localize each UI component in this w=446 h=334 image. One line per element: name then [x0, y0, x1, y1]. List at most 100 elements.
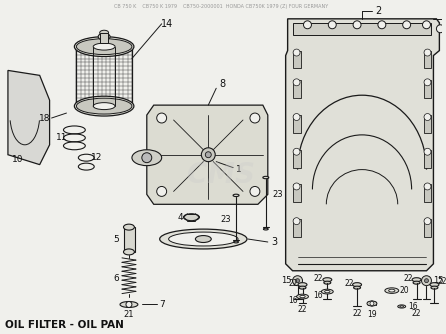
Bar: [293, 184, 301, 202]
Circle shape: [421, 276, 431, 286]
Text: 5: 5: [113, 234, 119, 243]
Circle shape: [424, 148, 431, 155]
Bar: [424, 50, 431, 68]
Ellipse shape: [264, 228, 268, 230]
Ellipse shape: [297, 294, 309, 299]
Circle shape: [250, 113, 260, 123]
Bar: [424, 219, 431, 237]
Circle shape: [293, 49, 300, 56]
Ellipse shape: [322, 289, 333, 294]
Ellipse shape: [120, 302, 138, 308]
Text: 23: 23: [273, 190, 283, 199]
Bar: [424, 184, 431, 202]
Ellipse shape: [169, 232, 238, 246]
Text: 19: 19: [367, 310, 377, 319]
Text: 12: 12: [91, 153, 102, 162]
Ellipse shape: [234, 241, 239, 243]
Circle shape: [293, 79, 300, 86]
Bar: [293, 50, 301, 68]
Polygon shape: [8, 70, 50, 165]
Ellipse shape: [354, 286, 360, 289]
Ellipse shape: [400, 306, 404, 307]
Ellipse shape: [263, 176, 269, 179]
Ellipse shape: [183, 214, 199, 221]
Text: 22: 22: [289, 279, 298, 288]
Text: 16: 16: [288, 296, 297, 305]
Circle shape: [403, 21, 411, 29]
Circle shape: [293, 218, 300, 225]
Circle shape: [424, 183, 431, 190]
Polygon shape: [285, 19, 439, 271]
Ellipse shape: [93, 43, 115, 50]
Bar: [424, 80, 431, 98]
Circle shape: [126, 302, 132, 308]
Ellipse shape: [324, 281, 331, 284]
Ellipse shape: [124, 249, 134, 255]
Circle shape: [328, 21, 336, 29]
Text: 4: 4: [178, 213, 183, 222]
Ellipse shape: [325, 290, 330, 293]
Bar: [293, 23, 431, 35]
Text: 22: 22: [314, 274, 323, 283]
Ellipse shape: [385, 288, 399, 293]
Circle shape: [201, 148, 215, 162]
Text: CB 750 K    CB750 K 1979    CB750-2000001  HONDA CB750K 1979 (Z) FOUR GERMANY: CB 750 K CB750 K 1979 CB750-2000001 HOND…: [114, 4, 328, 9]
Ellipse shape: [353, 283, 362, 287]
Text: 10: 10: [12, 155, 24, 164]
Ellipse shape: [76, 98, 132, 114]
Ellipse shape: [99, 30, 109, 35]
Bar: [424, 150, 431, 168]
Text: 16: 16: [408, 302, 417, 311]
Text: 22: 22: [404, 274, 413, 283]
Bar: [293, 80, 301, 98]
Text: CMS: CMS: [187, 161, 255, 189]
Text: 8: 8: [219, 79, 225, 89]
Circle shape: [424, 49, 431, 56]
Text: 6: 6: [113, 274, 119, 283]
Text: OIL FILTER - OIL PAN: OIL FILTER - OIL PAN: [5, 320, 124, 330]
Text: 22: 22: [298, 305, 307, 314]
Ellipse shape: [388, 289, 395, 292]
Circle shape: [424, 218, 431, 225]
Text: 1: 1: [236, 165, 242, 174]
Ellipse shape: [398, 305, 406, 308]
Bar: [100, 33, 108, 43]
Ellipse shape: [367, 301, 377, 306]
Bar: [293, 115, 301, 133]
Circle shape: [378, 21, 386, 29]
Text: 20: 20: [400, 286, 409, 295]
Circle shape: [293, 276, 302, 286]
Text: 11: 11: [56, 133, 67, 142]
Circle shape: [422, 21, 430, 29]
Text: 22: 22: [352, 309, 362, 318]
Ellipse shape: [98, 33, 110, 40]
Ellipse shape: [430, 283, 439, 287]
Text: 3: 3: [272, 237, 278, 247]
Circle shape: [250, 186, 260, 196]
Text: 14: 14: [161, 19, 173, 29]
Text: 22: 22: [438, 277, 446, 286]
Ellipse shape: [76, 39, 132, 54]
Circle shape: [353, 21, 361, 29]
Circle shape: [304, 21, 311, 29]
Bar: [293, 150, 301, 168]
Circle shape: [296, 279, 300, 283]
Circle shape: [425, 279, 429, 283]
Ellipse shape: [413, 281, 420, 284]
Text: 22: 22: [344, 279, 354, 288]
Ellipse shape: [323, 278, 332, 282]
Text: 23: 23: [221, 215, 231, 224]
Circle shape: [142, 153, 152, 163]
Circle shape: [157, 113, 167, 123]
Ellipse shape: [298, 283, 307, 287]
Ellipse shape: [160, 229, 247, 249]
Ellipse shape: [74, 37, 134, 56]
Circle shape: [157, 186, 167, 196]
Circle shape: [424, 79, 431, 86]
Ellipse shape: [132, 150, 161, 166]
Circle shape: [437, 25, 444, 33]
Ellipse shape: [233, 194, 239, 197]
Text: 15: 15: [281, 276, 292, 285]
Bar: [293, 219, 301, 237]
Ellipse shape: [74, 96, 134, 116]
